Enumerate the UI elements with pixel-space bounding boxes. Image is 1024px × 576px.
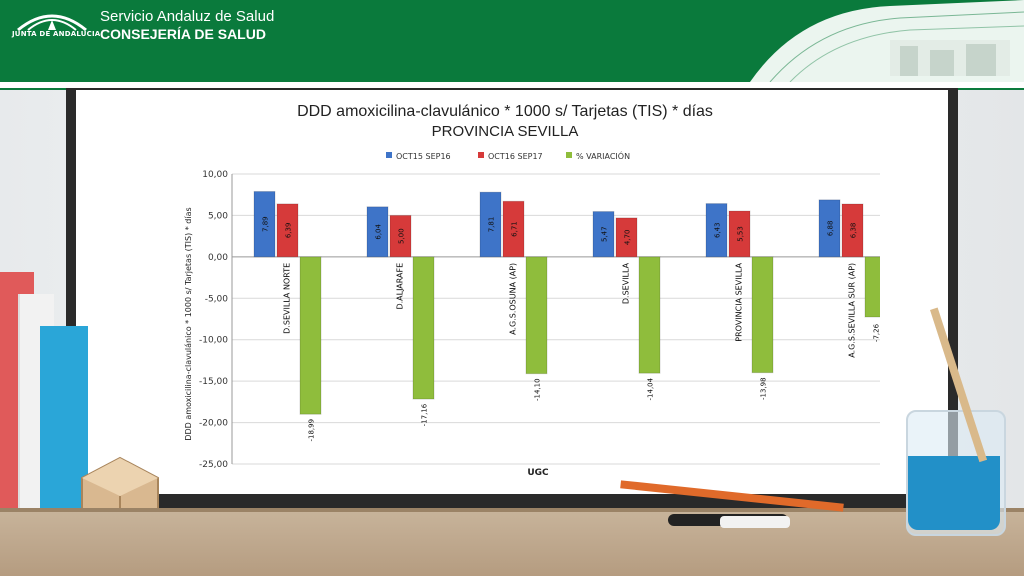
y-tick-label: -25,00	[199, 460, 228, 470]
category-label: D.ALJARAFE	[396, 263, 405, 310]
book-blue	[40, 326, 88, 532]
bar-0-1	[366, 206, 389, 258]
bar-1-0	[276, 203, 299, 258]
bar-value-label: -14,10	[534, 378, 542, 401]
bar-value-label: 6,38	[850, 223, 858, 239]
bar-0-3	[592, 211, 615, 258]
category-label: A.G.S.SEVILLA SUR (AP)	[848, 263, 857, 358]
bar-value-label: -14,04	[647, 377, 655, 400]
y-tick-label: 10,00	[202, 170, 228, 180]
bar-2-0	[299, 256, 322, 415]
y-tick-label: -20,00	[199, 419, 228, 429]
legend-swatch-2	[566, 152, 572, 158]
bar-value-label: 5,53	[737, 226, 745, 242]
y-axis-label: DDD amoxicilina-clavulánico * 1000 s/ Ta…	[184, 207, 193, 440]
chart-data-labels: 7,89 6,39 -18,99 D.SEVILLA NORTE 6,04 5,00 -17…	[262, 216, 881, 441]
bar-value-label: 6,71	[511, 221, 519, 237]
bar-value-label: 6,04	[375, 223, 383, 239]
eraser-icon	[720, 516, 790, 528]
legend-label-0: OCT15 SEP16	[396, 152, 451, 161]
bar-0-2	[479, 191, 502, 258]
chart-grid	[231, 173, 880, 465]
bar-value-label: 4,70	[624, 230, 632, 246]
bar-value-label: 6,43	[714, 222, 722, 238]
legend-swatch-1	[478, 152, 484, 158]
org-name: Servicio Andaluz de Salud	[100, 8, 275, 25]
y-tick-label: 5,00	[208, 211, 228, 221]
header-banner: JUNTA DE ANDALUCIA Servicio Andaluz de S…	[0, 0, 1024, 82]
y-tick-label: 0,00	[208, 253, 228, 263]
whiteboard	[76, 90, 948, 494]
bar-1-4	[728, 210, 751, 258]
osuna-map-artwork-icon	[750, 0, 1024, 82]
bar-2-2	[525, 256, 548, 375]
bar-value-label: 7,89	[262, 216, 270, 232]
category-label: A.G.S.OSUNA (AP)	[509, 263, 518, 335]
x-axis-label: UGC	[527, 468, 549, 478]
category-label: PROVINCIA SEVILLA	[735, 262, 744, 341]
bar-value-label: -13,98	[760, 377, 768, 400]
bar-0-5	[818, 199, 841, 258]
bar-0-0	[253, 190, 276, 258]
bar-2-3	[638, 256, 661, 374]
bar-1-1	[389, 214, 412, 258]
legend-swatch-0	[386, 152, 392, 158]
y-axis-ticks: 10,00 5,00 0,00 -5,00 -10,00 -15,00 -20,00 -25,…	[199, 170, 228, 470]
chart-legend: OCT15 SEP16 OCT16 SEP17 % VARIACIÓN	[386, 150, 630, 161]
y-tick-label: -10,00	[199, 336, 228, 346]
department-name: CONSEJERÍA DE SALUD	[100, 26, 266, 42]
chart-title: DDD amoxicilina-clavulánico * 1000 s/ Ta…	[297, 103, 713, 120]
legend-label-2: % VARIACIÓN	[576, 150, 630, 161]
bar-value-label: -18,99	[308, 419, 316, 442]
bar-value-label: 6,88	[827, 221, 835, 237]
bar-value-label: 5,00	[398, 228, 406, 244]
category-label: D.SEVILLA	[622, 262, 631, 304]
chart-subtitle: PROVINCIA SEVILLA	[432, 123, 579, 140]
legend-label-1: OCT16 SEP17	[488, 152, 543, 161]
bar-0-4	[705, 203, 728, 258]
header-divider	[0, 82, 1024, 88]
category-label: D.SEVILLA NORTE	[283, 263, 292, 334]
bar-2-4	[751, 256, 774, 374]
bar-value-label: -7,26	[873, 323, 881, 342]
shelf-edge	[0, 508, 1024, 514]
bar-1-3	[615, 217, 638, 258]
junta-andalucia-logo-icon	[17, 14, 87, 32]
bar-value-label: 5,47	[601, 226, 609, 242]
bar-1-5	[841, 203, 864, 258]
bar-2-1	[412, 256, 435, 400]
bar-value-label: 7,81	[488, 217, 496, 233]
wooden-shelf	[0, 512, 1024, 576]
jar-water	[908, 456, 1000, 530]
bar-2-5	[864, 256, 880, 318]
bar-1-2	[502, 200, 525, 258]
y-tick-label: -5,00	[205, 294, 229, 304]
ddd-bar-chart: DDD amoxicilina-clavulánico * 1000 s/ Ta…	[184, 103, 881, 478]
chart-bars	[253, 190, 880, 415]
bar-value-label: 6,39	[285, 223, 293, 239]
y-tick-label: -15,00	[199, 377, 228, 387]
junta-label: JUNTA DE ANDALUCIA	[12, 30, 101, 38]
bar-value-label: -17,16	[421, 403, 429, 426]
